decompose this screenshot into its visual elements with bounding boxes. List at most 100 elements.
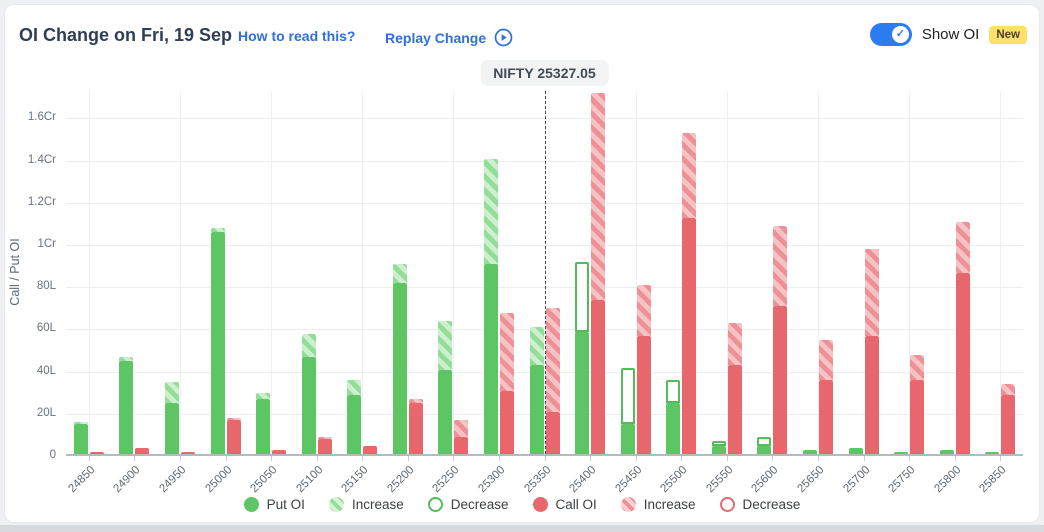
bar-put-increase-24950[interactable]	[164, 382, 179, 404]
bar-call-increase-25350[interactable]	[545, 308, 560, 412]
gridline-x	[179, 91, 181, 454]
bar-call-increase-25850[interactable]	[1001, 384, 1016, 395]
x-tick-mark	[726, 456, 728, 461]
bar-call-increase-25200[interactable]	[408, 399, 423, 404]
bar-call-25600[interactable]	[773, 306, 788, 454]
x-tick-mark	[88, 456, 90, 461]
bar-call-increase-25750[interactable]	[910, 354, 925, 381]
bar-put-25800[interactable]	[939, 449, 954, 454]
chart-legend: Put OI Increase Decrease Call OI Increas…	[5, 497, 1039, 512]
bar-call-25450[interactable]	[636, 335, 651, 454]
bar-put-25050[interactable]	[256, 399, 271, 454]
bar-call-25700[interactable]	[864, 335, 879, 454]
bar-put-increase-25150[interactable]	[347, 380, 362, 395]
bar-call-increase-25700[interactable]	[864, 249, 879, 336]
bar-call-increase-25500[interactable]	[682, 133, 697, 218]
bar-call-increase-25100[interactable]	[317, 437, 332, 440]
bar-call-25150[interactable]	[363, 445, 378, 454]
bar-put-25350[interactable]	[529, 365, 544, 454]
bar-put-25450[interactable]	[620, 424, 635, 454]
x-tick-mark	[1000, 456, 1002, 461]
bar-put-25250[interactable]	[438, 369, 453, 454]
legend-item-call-decrease[interactable]: Decrease	[719, 497, 800, 512]
bar-call-25350[interactable]	[545, 411, 560, 454]
y-tick-label: 80L	[36, 280, 56, 293]
new-badge: New	[989, 25, 1027, 44]
bar-put-25550[interactable]	[711, 445, 726, 454]
bar-call-25650[interactable]	[818, 380, 833, 454]
bar-put-24900[interactable]	[119, 361, 134, 454]
bar-put-25000[interactable]	[210, 232, 225, 454]
bar-call-increase-25250[interactable]	[454, 420, 469, 438]
bar-call-increase-25650[interactable]	[818, 340, 833, 381]
bar-put-increase-24900[interactable]	[119, 356, 134, 362]
bar-put-25400[interactable]	[575, 331, 590, 454]
bar-put-25300[interactable]	[483, 264, 498, 454]
bar-call-increase-25000[interactable]	[226, 418, 241, 421]
bar-put-increase-25100[interactable]	[301, 333, 316, 357]
bar-put-24850[interactable]	[73, 424, 88, 454]
bar-call-25400[interactable]	[591, 299, 606, 454]
bar-call-25550[interactable]	[727, 365, 742, 454]
x-tick-mark	[635, 456, 637, 461]
bar-call-increase-25800[interactable]	[955, 221, 970, 273]
bar-put-25150[interactable]	[347, 394, 362, 454]
bar-put-decrease-25550[interactable]	[711, 441, 726, 446]
bar-put-increase-25200[interactable]	[392, 264, 407, 284]
bar-put-increase-24850[interactable]	[73, 422, 88, 425]
bar-call-increase-25300[interactable]	[499, 312, 514, 391]
bar-put-25700[interactable]	[848, 447, 863, 454]
bar-put-25500[interactable]	[666, 403, 681, 454]
how-to-read-link[interactable]: How to read this?	[238, 28, 356, 44]
bar-call-25200[interactable]	[408, 403, 423, 454]
bar-put-25600[interactable]	[757, 445, 772, 454]
bar-put-decrease-25400[interactable]	[575, 262, 590, 332]
bar-call-increase-25400[interactable]	[591, 93, 606, 300]
bar-put-25750[interactable]	[894, 451, 909, 454]
bar-call-25850[interactable]	[1001, 394, 1016, 454]
bar-put-24950[interactable]	[164, 403, 179, 454]
y-tick-label: 1.4Cr	[27, 153, 56, 166]
replay-change-button[interactable]: Replay Change	[385, 28, 513, 47]
x-tick-mark	[863, 456, 865, 461]
bar-call-increase-25600[interactable]	[773, 226, 788, 307]
bar-put-25850[interactable]	[985, 451, 1000, 454]
legend-item-put-increase[interactable]: Increase	[328, 497, 404, 512]
bar-call-25100[interactable]	[317, 439, 332, 454]
bar-put-increase-25250[interactable]	[438, 321, 453, 370]
legend-item-call-oi[interactable]: Call OI	[532, 497, 597, 512]
bar-put-25650[interactable]	[802, 449, 817, 454]
bar-put-increase-25300[interactable]	[483, 158, 498, 265]
x-tick-mark	[772, 456, 774, 461]
bar-call-25750[interactable]	[910, 380, 925, 454]
legend-item-put-oi[interactable]: Put OI	[243, 497, 305, 512]
bar-call-24850[interactable]	[89, 451, 104, 454]
bar-put-increase-25350[interactable]	[529, 327, 544, 366]
bar-call-25800[interactable]	[955, 272, 970, 454]
legend-item-put-decrease[interactable]: Decrease	[427, 497, 509, 512]
x-tick-mark	[271, 456, 273, 461]
bar-call-25500[interactable]	[682, 217, 697, 454]
show-oi-toggle-group: ✓ Show OI New	[869, 23, 1027, 46]
x-tick-mark	[453, 456, 455, 461]
legend-item-call-increase[interactable]: Increase	[620, 497, 696, 512]
bar-put-25100[interactable]	[301, 356, 316, 454]
x-tick-mark	[544, 456, 546, 461]
bar-put-increase-25050[interactable]	[256, 392, 271, 400]
bar-call-25000[interactable]	[226, 420, 241, 454]
bar-call-increase-25450[interactable]	[636, 285, 651, 336]
bar-call-24900[interactable]	[135, 447, 150, 454]
bar-put-decrease-25450[interactable]	[620, 367, 635, 425]
bar-call-25250[interactable]	[454, 437, 469, 454]
x-tick-mark	[681, 456, 683, 461]
bar-call-increase-25550[interactable]	[727, 323, 742, 366]
bar-put-decrease-25500[interactable]	[666, 380, 681, 404]
bar-put-decrease-25600[interactable]	[757, 437, 772, 446]
x-tick-mark	[954, 456, 956, 461]
bar-call-24950[interactable]	[180, 451, 195, 454]
bar-call-25050[interactable]	[272, 449, 287, 454]
bar-call-25300[interactable]	[499, 390, 514, 454]
bar-put-25200[interactable]	[392, 283, 407, 454]
bar-put-increase-25000[interactable]	[210, 228, 225, 233]
show-oi-toggle[interactable]: ✓	[869, 23, 912, 46]
